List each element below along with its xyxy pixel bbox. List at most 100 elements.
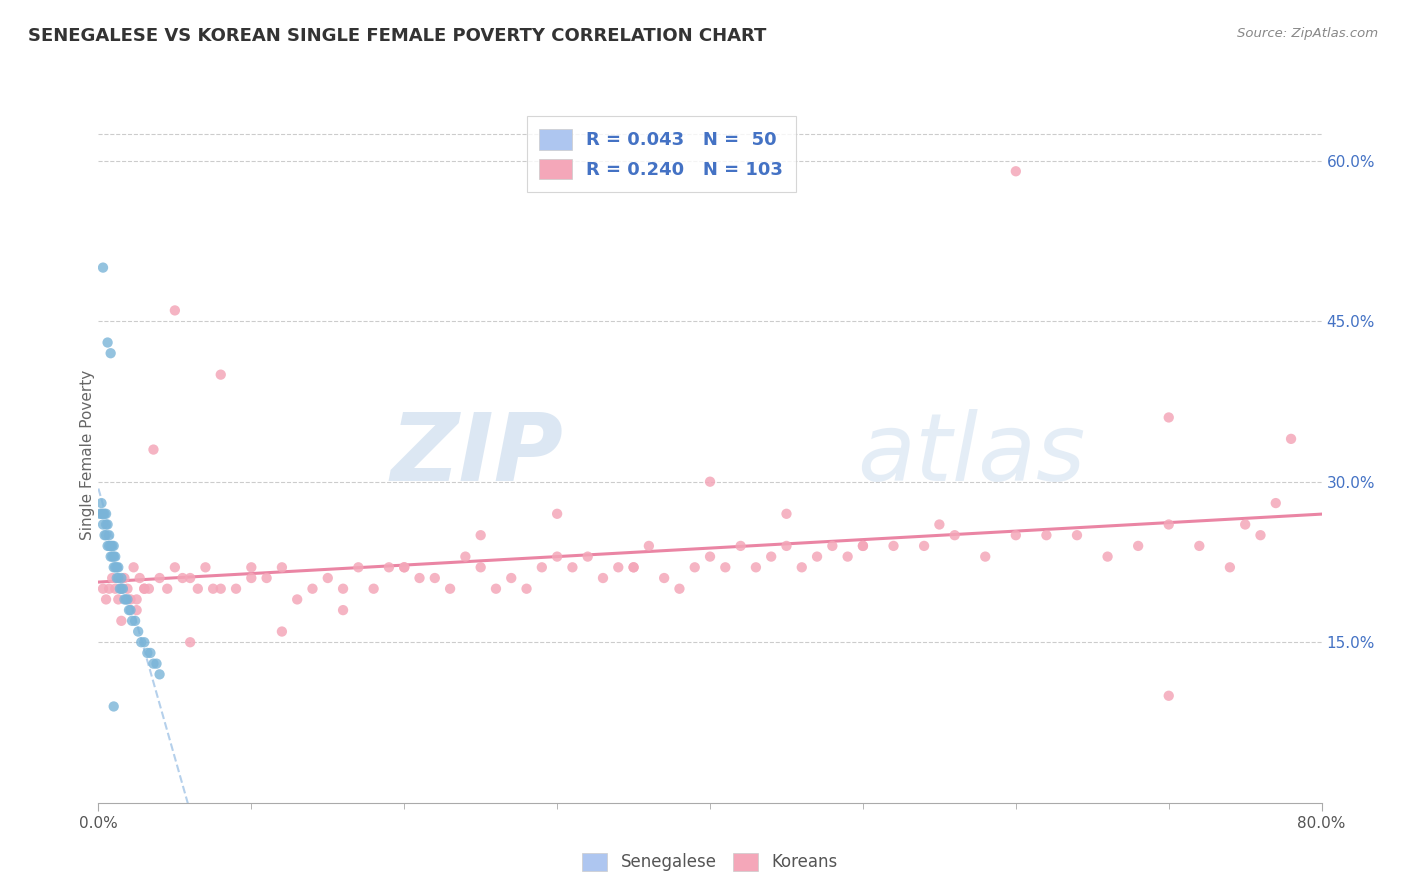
Point xyxy=(470,560,492,574)
Point xyxy=(128,571,150,585)
Point xyxy=(163,303,186,318)
Point xyxy=(103,560,125,574)
Point xyxy=(485,582,508,596)
Point xyxy=(118,603,141,617)
Point xyxy=(149,571,172,585)
Text: SENEGALESE VS KOREAN SINGLE FEMALE POVERTY CORRELATION CHART: SENEGALESE VS KOREAN SINGLE FEMALE POVER… xyxy=(28,27,766,45)
Point xyxy=(209,368,232,382)
Point xyxy=(1279,432,1302,446)
Point xyxy=(592,571,614,585)
Point xyxy=(607,560,630,574)
Point xyxy=(136,646,159,660)
Point xyxy=(1066,528,1088,542)
Point xyxy=(301,582,323,596)
Point xyxy=(110,571,132,585)
Point xyxy=(1264,496,1286,510)
Point xyxy=(470,528,492,542)
Point xyxy=(142,657,165,671)
Point xyxy=(97,517,120,532)
Point xyxy=(139,646,162,660)
Point xyxy=(316,571,339,585)
Point xyxy=(202,582,225,596)
Point xyxy=(93,507,115,521)
Point xyxy=(270,560,292,574)
Point xyxy=(110,582,132,596)
Text: Source: ZipAtlas.com: Source: ZipAtlas.com xyxy=(1237,27,1378,40)
Point xyxy=(105,560,128,574)
Point xyxy=(1188,539,1211,553)
Point xyxy=(852,539,875,553)
Point xyxy=(347,560,370,574)
Point xyxy=(209,582,232,596)
Point xyxy=(623,560,645,574)
Point xyxy=(974,549,997,564)
Point xyxy=(806,549,828,564)
Point xyxy=(97,539,120,553)
Point xyxy=(112,571,135,585)
Point xyxy=(561,560,583,574)
Point xyxy=(699,549,721,564)
Point xyxy=(179,571,201,585)
Point xyxy=(149,667,172,681)
Point xyxy=(699,475,721,489)
Point xyxy=(129,635,152,649)
Point xyxy=(91,582,114,596)
Point xyxy=(775,507,797,521)
Point xyxy=(1249,528,1271,542)
Point xyxy=(94,507,117,521)
Point xyxy=(163,560,186,574)
Legend: Senegalese, Koreans: Senegalese, Koreans xyxy=(575,846,845,878)
Point xyxy=(332,582,354,596)
Point xyxy=(94,528,117,542)
Point xyxy=(89,507,111,521)
Point xyxy=(110,614,132,628)
Point xyxy=(101,571,124,585)
Point xyxy=(240,571,263,585)
Point xyxy=(270,624,292,639)
Point xyxy=(110,582,132,596)
Point xyxy=(142,442,165,457)
Point xyxy=(423,571,446,585)
Point xyxy=(145,657,167,671)
Point xyxy=(100,346,122,360)
Point xyxy=(240,560,263,574)
Point xyxy=(107,592,129,607)
Point xyxy=(454,549,477,564)
Point xyxy=(637,539,661,553)
Point xyxy=(501,571,523,585)
Point xyxy=(1004,528,1026,542)
Point xyxy=(1219,560,1241,574)
Point xyxy=(683,560,706,574)
Point xyxy=(98,528,121,542)
Point xyxy=(105,571,128,585)
Point xyxy=(134,582,156,596)
Point xyxy=(103,699,125,714)
Point xyxy=(623,560,645,574)
Point xyxy=(759,549,782,564)
Point xyxy=(332,603,354,617)
Point xyxy=(127,624,149,639)
Point xyxy=(112,592,135,607)
Point xyxy=(138,582,160,596)
Point xyxy=(97,335,120,350)
Point xyxy=(790,560,813,574)
Point xyxy=(225,582,247,596)
Point xyxy=(439,582,461,596)
Point xyxy=(125,592,148,607)
Point xyxy=(1157,410,1180,425)
Point xyxy=(107,571,129,585)
Point xyxy=(1035,528,1057,542)
Point xyxy=(91,260,114,275)
Point xyxy=(101,549,124,564)
Point xyxy=(285,592,308,607)
Point xyxy=(179,635,201,649)
Point xyxy=(120,592,142,607)
Point xyxy=(392,560,416,574)
Point xyxy=(156,582,179,596)
Point xyxy=(378,560,401,574)
Point xyxy=(852,539,875,553)
Point xyxy=(93,528,115,542)
Point xyxy=(1157,689,1180,703)
Point xyxy=(111,582,134,596)
Point xyxy=(194,560,217,574)
